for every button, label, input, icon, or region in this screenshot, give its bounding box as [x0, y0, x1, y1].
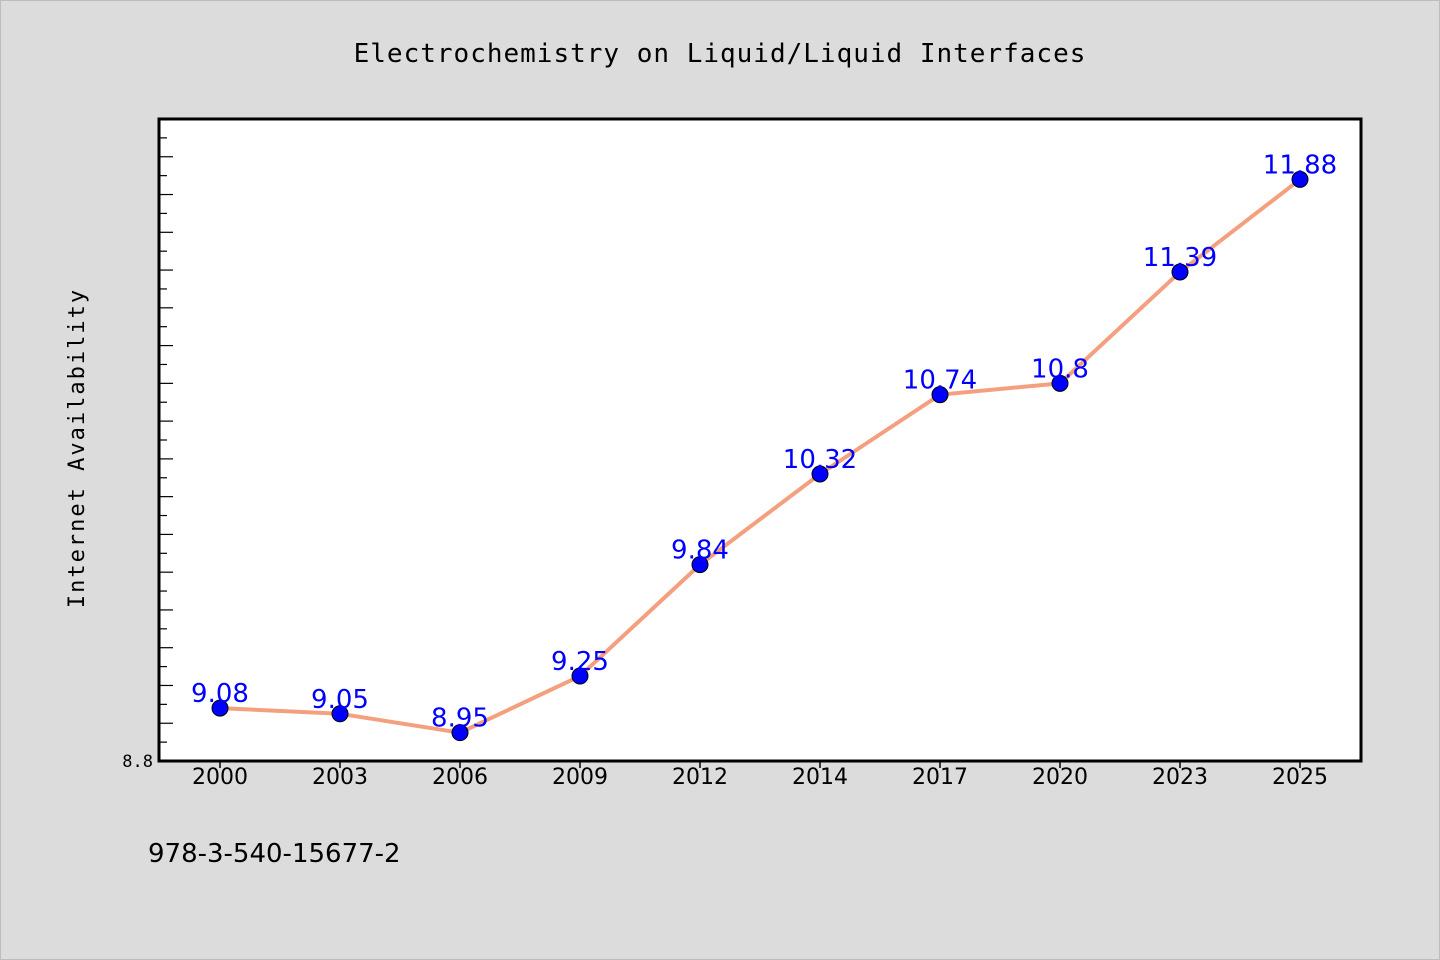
chart-title: Electrochemistry on Liquid/Liquid Interf…	[354, 39, 1087, 69]
y-tick-label: 8.8	[122, 752, 153, 772]
y-axis-label: Internet Availability	[65, 288, 90, 608]
data-point	[331, 705, 349, 723]
x-tick-label: 2020	[1032, 765, 1088, 790]
x-tick-label: 2023	[1152, 765, 1208, 790]
data-label: 11.39	[1143, 243, 1217, 273]
data-label: 10.74	[903, 366, 977, 396]
x-tick-label: 2006	[432, 765, 488, 790]
data-label: 9.05	[311, 685, 369, 715]
data-label: 9.08	[191, 679, 249, 709]
plot-area	[157, 117, 1363, 763]
data-label: 8.95	[431, 704, 489, 734]
x-tick-label: 2003	[312, 765, 368, 790]
data-point	[451, 724, 469, 742]
data-label: 9.25	[551, 647, 609, 677]
x-tick-label: 2009	[552, 765, 608, 790]
data-point	[811, 465, 829, 483]
y-axis-ticks: 8.8	[122, 137, 173, 772]
footer-isbn: 978-3-540-15677-2	[148, 839, 401, 869]
x-axis-ticks: 2000 2003 2006 2009 2012 2014 2017 2020 2023 2025	[192, 761, 1328, 790]
x-tick-label: 2014	[792, 765, 848, 790]
series-line	[218, 177, 1302, 735]
data-point	[571, 667, 589, 685]
data-point	[931, 386, 949, 404]
data-label: 11.88	[1263, 150, 1337, 180]
data-point	[1291, 170, 1309, 188]
x-tick-label: 2025	[1272, 765, 1328, 790]
data-markers	[211, 170, 1309, 742]
x-tick-label: 2000	[192, 765, 248, 790]
data-labels: 9.08 9.05 8.95 9.25 9.84 10.32 10.74 10.8 11.39 1…	[191, 150, 1337, 733]
x-tick-label: 2017	[912, 765, 968, 790]
data-point	[211, 699, 229, 717]
data-point	[691, 556, 709, 574]
data-point	[1171, 263, 1189, 281]
data-point	[1051, 374, 1069, 392]
x-tick-label: 2012	[672, 765, 728, 790]
series-line-group	[218, 177, 1302, 735]
data-label: 9.84	[671, 536, 729, 566]
data-label: 10.32	[783, 445, 857, 475]
data-label: 10.8	[1031, 354, 1089, 384]
